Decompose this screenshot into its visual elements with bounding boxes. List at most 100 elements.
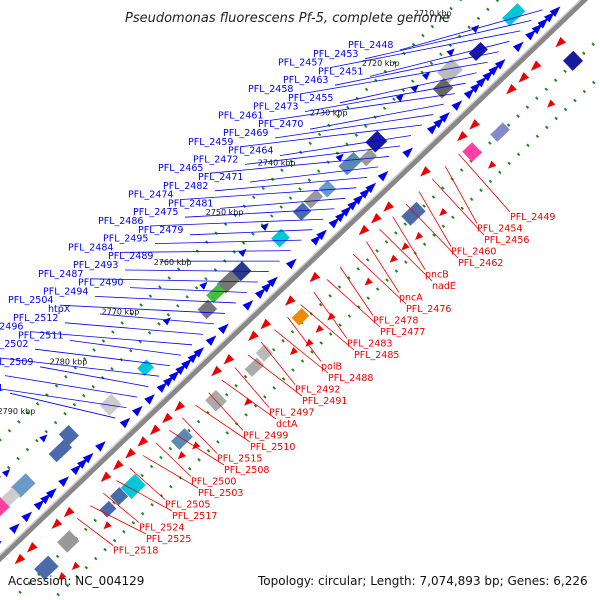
minus-gene-arrow-44 — [26, 541, 38, 553]
minus-label-leader — [418, 191, 452, 247]
plus-gene-label: PFL_2471 — [198, 172, 243, 183]
plus-gene-label: PFL_2465 — [158, 163, 203, 174]
plus-label-leader — [179, 187, 357, 200]
plus-gene-label: PFL_2502 — [0, 339, 28, 350]
plus-feature-box-25 — [216, 270, 240, 294]
minus-feature-box-38 — [110, 487, 129, 506]
plus-gene-arrow-42 — [33, 499, 45, 511]
plus-label-leader — [29, 331, 193, 346]
plus-feature-box-42 — [10, 473, 36, 498]
minus-gene-arrow-34 — [149, 424, 161, 436]
plus-label-leader — [154, 239, 302, 244]
minus-gene-label: polB — [321, 362, 342, 373]
plus-gene-label: PFL_2490 — [78, 278, 123, 289]
minus-gene-label: pncB — [425, 270, 449, 281]
plus-gene-arrow-b-31 — [163, 376, 174, 387]
minus-feature-box-39 — [99, 500, 117, 518]
plus-gene-arrow-30 — [181, 358, 192, 370]
plus-gene-label: PFL_2451 — [318, 66, 363, 77]
plus-small-arrow-26 — [199, 281, 208, 290]
plus-gene-arrow-1 — [537, 18, 549, 29]
minus-label-leader — [313, 291, 348, 339]
minus-gene-arrow-5 — [506, 83, 517, 95]
plus-gene-arrow-28 — [205, 335, 217, 346]
plus-feature-box-44 — [0, 497, 10, 521]
plus-gene-arrow-b-29 — [187, 352, 199, 364]
minus-gene-arrow-15 — [383, 201, 394, 212]
minus-feature-box-27 — [244, 357, 265, 377]
plus-gene-arrow-b-30 — [175, 364, 187, 375]
minus-label-leader — [366, 241, 400, 293]
minus-feature-box-1 — [562, 50, 584, 71]
minus-small-arrow-25 — [289, 347, 299, 356]
plus-feature-box-17 — [318, 180, 337, 198]
plus-gene-arrow-9 — [439, 112, 450, 123]
minus-small-arrow-19 — [364, 277, 373, 286]
minus-gene-label: PFL_2454 — [477, 224, 522, 235]
minus-gene-label: PFL_2525 — [146, 534, 191, 545]
plus-gene-arrow-3 — [512, 41, 524, 53]
plus-gene-label: PFL_2496 — [0, 322, 23, 333]
plus-small-arrow-29 — [162, 317, 171, 326]
minus-label-leader — [142, 455, 199, 489]
minus-feature-box-37 — [120, 473, 146, 499]
minus-gene-label: PFL_2518 — [113, 546, 158, 557]
plus-gene-arrow-b-16 — [347, 199, 359, 211]
plus-gene-arrow-b-45 — [0, 540, 2, 552]
plus-gene-label: PFL_2481 — [168, 198, 213, 209]
minus-gene-label: PFL_2478 — [373, 316, 418, 327]
minus-gene-label: PFL_2497 — [269, 408, 314, 419]
label-leader-lines — [0, 9, 543, 546]
minus-gene-label: PFL_2462 — [458, 258, 503, 269]
minus-gene-arrow-23 — [284, 295, 296, 306]
plus-gene-arrow-b-9 — [433, 117, 445, 129]
scale-tick-label: 2790 kbp — [0, 407, 35, 416]
plus-feature-box-18 — [303, 189, 324, 209]
minus-gene-arrow-26 — [248, 330, 259, 342]
plus-gene-arrow-38 — [82, 452, 94, 464]
minus-small-arrow-29 — [244, 397, 253, 406]
plus-label-leader — [279, 135, 412, 156]
plus-small-arrow-10 — [395, 93, 404, 102]
minus-gene-arrow-45 — [14, 553, 26, 565]
minus-label-leader — [287, 316, 322, 362]
minus-label-leader — [155, 442, 192, 477]
minus-gene-label: PFL_2503 — [198, 488, 243, 499]
scale-tick-label: 2760 kbp — [154, 258, 192, 267]
plus-gene-arrow-b-4 — [494, 58, 506, 70]
minus-gene-label: PFL_2483 — [347, 339, 392, 350]
plus-label-leader — [129, 287, 247, 293]
minus-gene-arrow-9 — [456, 130, 468, 142]
plus-gene-arrow-b-21 — [285, 258, 297, 270]
plus-gene-arrow-b-0 — [543, 11, 555, 23]
plus-gene-label: PFL_2463 — [283, 75, 328, 86]
minus-label-leader — [392, 216, 426, 270]
plus-gene-label: PFL_2470 — [258, 119, 303, 130]
minus-small-arrow-24 — [305, 338, 314, 347]
plus-feature-box-35 — [99, 393, 122, 416]
minus-gene-label: nadE — [432, 281, 456, 292]
plus-gene-arrow-6 — [476, 76, 487, 88]
plus-label-leader — [9, 392, 116, 419]
minus-label-leader — [326, 279, 381, 328]
minus-label-leader — [405, 203, 459, 259]
plus-gene-arrow-b-17 — [335, 211, 346, 223]
minus-gene-label: PFL_2524 — [139, 523, 184, 534]
minus-feature-box-23 — [291, 308, 310, 326]
plus-gene-label: PFL_2464 — [228, 146, 273, 157]
plus-feature-box-2 — [501, 3, 526, 27]
gene-labels: PFL_2448PFL_2453PFL_2457PFL_2451PFL_2463… — [0, 40, 555, 557]
minus-feature-box-9 — [462, 142, 482, 162]
plus-gene-arrow-b-1 — [531, 23, 543, 35]
minus-label-leader — [300, 304, 355, 351]
minus-gene-label: PFL_2515 — [217, 454, 262, 465]
plus-gene-arrow-41 — [45, 488, 57, 499]
plus-feature-box-26 — [206, 284, 226, 303]
minus-label-leader — [103, 492, 140, 523]
plus-feature-box-7 — [437, 58, 463, 84]
minus-gene-label: pncA — [399, 293, 423, 304]
plus-gene-arrow-7 — [463, 88, 475, 100]
plus-feature-box-8 — [432, 77, 454, 99]
scale-tick-label: 2720 kbp — [362, 59, 400, 68]
minus-label-leader — [234, 367, 270, 408]
